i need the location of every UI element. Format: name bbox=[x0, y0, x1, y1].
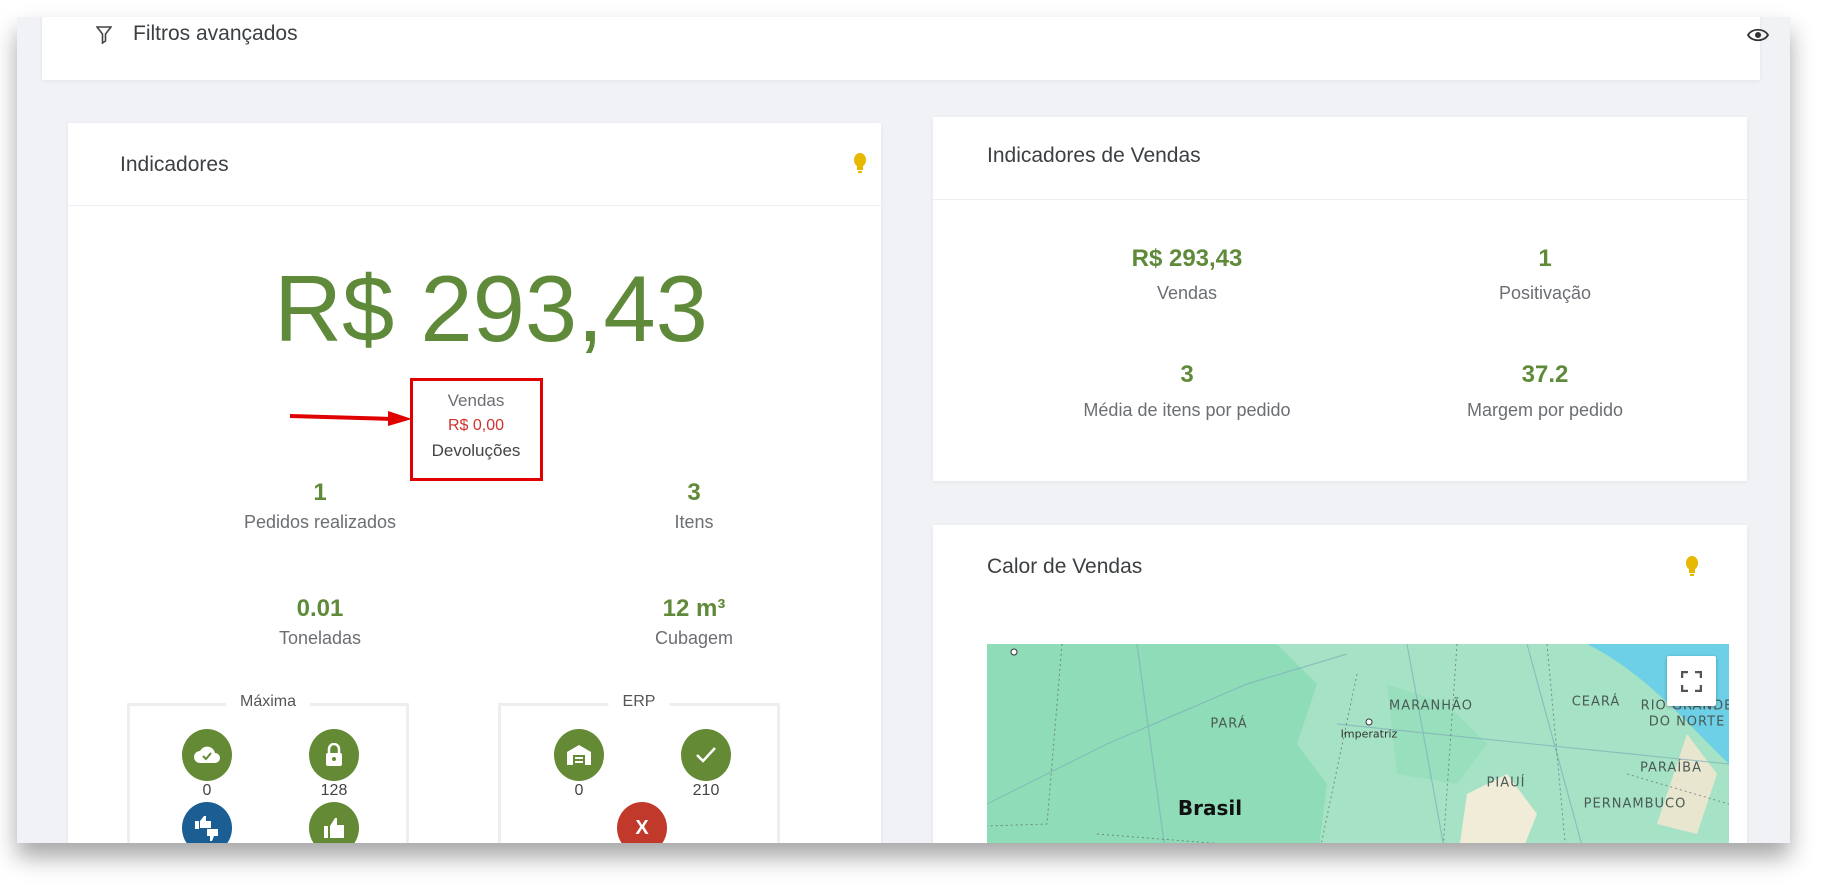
cloud-check-icon[interactable] bbox=[182, 729, 232, 781]
map-label-paraiba: PARAÍBA bbox=[1640, 760, 1702, 776]
sales-heat-map[interactable]: PARÁ MARANHÃO Imperatriz CEARÁ RIO GRAND… bbox=[987, 644, 1729, 843]
advanced-filters-bar[interactable]: Filtros avançados bbox=[42, 17, 1769, 80]
lightbulb-icon[interactable] bbox=[1685, 556, 1699, 578]
card-title: Calor de Vendas bbox=[987, 555, 1143, 578]
divider bbox=[68, 205, 881, 206]
lightbulb-icon[interactable] bbox=[853, 153, 867, 175]
indicadores-card: Indicadores R$ 293,43 Vendas R$ 0,00 Dev… bbox=[68, 123, 881, 843]
erp-ok-count: 210 bbox=[692, 782, 720, 799]
locked-count: 128 bbox=[320, 782, 348, 799]
erp-pending-count: 0 bbox=[574, 782, 584, 799]
map-label-ceara: CEARÁ bbox=[1571, 694, 1621, 710]
map-label-maranhao: MARANHÃO bbox=[1389, 698, 1473, 714]
dashboard-page: Filtros avançados Indicadores R$ 293,43 … bbox=[17, 17, 1790, 843]
map-label-piaui: PIAUÍ bbox=[1486, 775, 1526, 791]
items-label: Itens bbox=[674, 512, 714, 532]
total-sales-value: R$ 293,43 bbox=[274, 256, 708, 361]
sales-label: Vendas bbox=[1156, 283, 1218, 303]
x-glyph: X bbox=[635, 816, 649, 839]
returns-label: Devoluções bbox=[431, 441, 521, 460]
warehouse-icon[interactable] bbox=[554, 729, 604, 781]
margin-label: Margem por pedido bbox=[1466, 400, 1624, 420]
sales-value: R$ 293,43 bbox=[1131, 245, 1243, 272]
card-title: Indicadores de Vendas bbox=[987, 144, 1201, 167]
synced-count: 0 bbox=[202, 782, 212, 799]
avg-items-label: Média de itens por pedido bbox=[1083, 400, 1291, 420]
fullscreen-icon bbox=[1681, 671, 1702, 692]
erp-group: ERP 0 210 X 0 bbox=[498, 693, 780, 843]
sales-label: Vendas bbox=[447, 391, 505, 410]
divider bbox=[933, 199, 1747, 200]
cubage-label: Cubagem bbox=[654, 628, 734, 648]
map-label-pernambuco: PERNAMBUCO bbox=[1583, 796, 1687, 812]
positivation-value: 1 bbox=[1538, 245, 1552, 272]
red-arrow-annotation bbox=[289, 411, 412, 426]
tons-label: Toneladas bbox=[278, 628, 362, 648]
highlight-box bbox=[410, 378, 543, 481]
orders-value: 1 bbox=[313, 479, 327, 506]
erp-legend: ERP bbox=[608, 693, 670, 711]
items-value: 3 bbox=[687, 479, 701, 506]
thumbs-up-down-icon[interactable] bbox=[182, 802, 232, 843]
fullscreen-button[interactable] bbox=[1667, 656, 1716, 706]
maxima-group: Máxima 0 128 1 1 bbox=[127, 693, 409, 843]
returns-value: R$ 0,00 bbox=[447, 417, 505, 434]
map-label-para: PARÁ bbox=[1210, 716, 1248, 732]
check-icon[interactable] bbox=[681, 729, 731, 781]
thumbs-up-icon[interactable] bbox=[309, 802, 359, 843]
map-label-do-norte: DO NORTE bbox=[1648, 714, 1726, 730]
map-terrain bbox=[987, 644, 1729, 843]
avg-items-value: 3 bbox=[1180, 361, 1194, 388]
positivation-label: Positivação bbox=[1498, 283, 1592, 303]
sales-heatmap-card: Calor de Vendas PARÁ MARANHÃO bbox=[933, 525, 1747, 843]
map-label-imperatriz: Imperatriz bbox=[1340, 727, 1398, 741]
x-icon[interactable]: X bbox=[617, 802, 667, 843]
cubage-value: 12 m³ bbox=[662, 595, 726, 622]
orders-label: Pedidos realizados bbox=[243, 512, 397, 532]
tons-value: 0.01 bbox=[296, 595, 344, 622]
advanced-filters-label: Filtros avançados bbox=[133, 22, 298, 45]
lock-icon[interactable] bbox=[309, 729, 359, 781]
sales-indicators-card: Indicadores de Vendas R$ 293,43 Vendas 1… bbox=[933, 117, 1747, 481]
margin-value: 37.2 bbox=[1521, 361, 1569, 388]
filter-icon bbox=[96, 26, 112, 44]
card-title: Indicadores bbox=[120, 153, 229, 176]
maxima-legend: Máxima bbox=[225, 693, 311, 711]
eye-icon[interactable] bbox=[1747, 28, 1769, 42]
map-label-brasil: Brasil bbox=[1177, 796, 1243, 820]
